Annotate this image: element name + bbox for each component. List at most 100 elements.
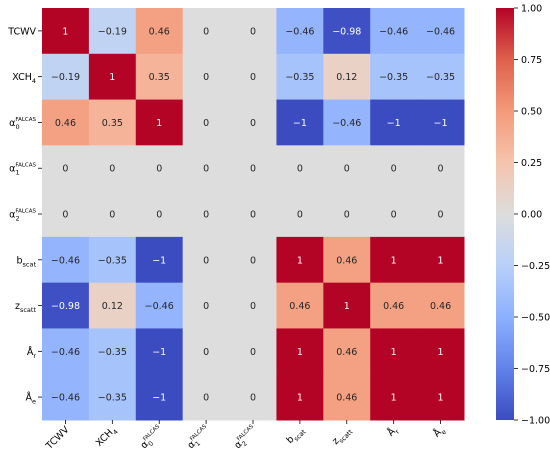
heatmap-cell	[417, 8, 465, 55]
cell-value-label: 1	[391, 255, 397, 266]
heatmap-cell	[276, 236, 324, 284]
heatmap-cell	[229, 145, 277, 192]
heatmap-cell	[182, 328, 231, 375]
heatmap-cell	[229, 53, 277, 101]
heatmap-cell	[135, 8, 184, 55]
heatmap-cell	[88, 282, 137, 329]
cell-value-label: 0	[250, 301, 256, 312]
heatmap-cell	[417, 53, 465, 101]
cell-value-label: 0	[297, 164, 303, 175]
cell-value-label: 1	[297, 347, 303, 358]
heatmap-cell	[135, 191, 184, 238]
heatmap-cell	[370, 99, 418, 146]
heatmap-cell	[323, 328, 371, 375]
colorbar-tick-label: −0.50	[521, 313, 550, 324]
cell-value-label: 1	[438, 347, 444, 358]
cell-value-label: −1	[152, 255, 166, 266]
colorbar-tick-label: 0.00	[521, 210, 542, 221]
heatmap-cell	[182, 191, 231, 238]
heatmap-cell	[182, 99, 231, 146]
heatmap-cell	[370, 8, 418, 55]
cell-value-label: 0	[438, 164, 444, 175]
cell-value-label: 0	[297, 210, 303, 221]
cell-value-label: 1	[109, 72, 115, 83]
cell-value-label: 0.46	[149, 26, 170, 37]
cell-value-label: −0.19	[51, 72, 80, 83]
heatmap-cell	[370, 191, 418, 238]
y-tick-label: αFALCAS 2	[9, 209, 36, 223]
heatmap-cell	[182, 236, 231, 284]
cell-value-label: 1	[297, 393, 303, 404]
cell-value-label: 0	[203, 72, 209, 83]
cell-value-label: 0	[250, 72, 256, 83]
heatmap-cell	[323, 236, 371, 284]
cell-value-label: −1	[152, 393, 166, 404]
colorbar	[496, 8, 514, 420]
cell-value-label: 0	[250, 393, 256, 404]
heatmap-cell	[323, 99, 371, 146]
y-tick-label: zscatt	[15, 301, 36, 314]
heatmap-cell	[42, 8, 90, 55]
heatmap-cell	[88, 374, 137, 421]
heatmap-cell	[182, 145, 231, 192]
cell-value-label: 0	[438, 210, 444, 221]
heatmap-cell	[323, 145, 371, 192]
heatmap-cell	[323, 191, 371, 238]
heatmap-cell	[88, 53, 137, 101]
heatmap-cell	[370, 374, 418, 421]
cell-value-label: 0.46	[430, 301, 451, 312]
cell-value-label: 0.46	[336, 347, 357, 358]
heatmap-cell	[42, 191, 90, 238]
cell-value-label: 0	[203, 301, 209, 312]
cell-value-label: 1	[391, 393, 397, 404]
colorbar-tick-label: 0.25	[521, 158, 542, 169]
heatmap-cell	[229, 99, 277, 146]
cell-value-label: 0	[203, 210, 209, 221]
cell-value-label: −0.35	[98, 347, 127, 358]
colorbar-tick-label: −1.00	[521, 416, 550, 427]
cell-value-label: 1	[438, 393, 444, 404]
heatmap-cell	[370, 236, 418, 284]
cell-value-label: 0	[250, 210, 256, 221]
heatmap-cell	[417, 191, 465, 238]
heatmap-cell	[88, 191, 137, 238]
heatmap-cell	[229, 236, 277, 284]
cell-value-label: −0.35	[285, 72, 314, 83]
y-tick-label: Åe	[26, 392, 37, 406]
cell-value-label: −0.46	[145, 301, 174, 312]
heatmap-cell	[229, 374, 277, 421]
cell-value-label: 0	[203, 164, 209, 175]
cell-value-label: 0.35	[102, 118, 123, 129]
cell-value-label: 0.46	[289, 301, 310, 312]
heatmap-cell	[229, 328, 277, 375]
heatmap-cell	[370, 145, 418, 192]
cell-value-label: 0	[156, 210, 162, 221]
heatmap-cell	[135, 99, 184, 146]
x-tick-label: αFALCAS1	[185, 423, 214, 452]
cell-value-label: 1	[156, 118, 162, 129]
heatmap-cell	[88, 236, 137, 284]
cell-value-label: −0.46	[51, 393, 80, 404]
colorbar-tick-labels: 1.00 0.75 0.50 0.25 0.00 −0.25 −0.50 −0.75 −1.00	[514, 4, 550, 427]
heatmap-cell	[135, 282, 184, 329]
heatmap-cell	[323, 282, 371, 329]
colorbar-tick-label: 1.00	[521, 4, 542, 15]
cell-value-label: −0.98	[51, 301, 80, 312]
x-tick-label: bscat	[284, 424, 307, 447]
cell-value-label: −0.98	[332, 26, 361, 37]
x-tick-label: År	[385, 423, 402, 440]
heatmap-cell	[182, 53, 231, 101]
cell-value-label: 0.12	[336, 72, 357, 83]
x-tick-label: αFALCAS0	[138, 423, 167, 452]
heatmap-cell	[229, 8, 277, 55]
cell-value-label: 1	[297, 255, 303, 266]
x-axis-tick-labels: TCWV XCH4 αFALCAS0 αFALCAS1 αFALCAS2 bscat zsc…	[43, 420, 448, 452]
y-tick-label: År	[27, 346, 37, 360]
heatmap-cell	[182, 282, 231, 329]
heatmap-cell	[276, 145, 324, 192]
cell-value-label: −0.46	[51, 255, 80, 266]
heatmap-cell	[229, 282, 277, 329]
cell-value-label: 0	[344, 164, 350, 175]
heatmap-cell	[229, 191, 277, 238]
